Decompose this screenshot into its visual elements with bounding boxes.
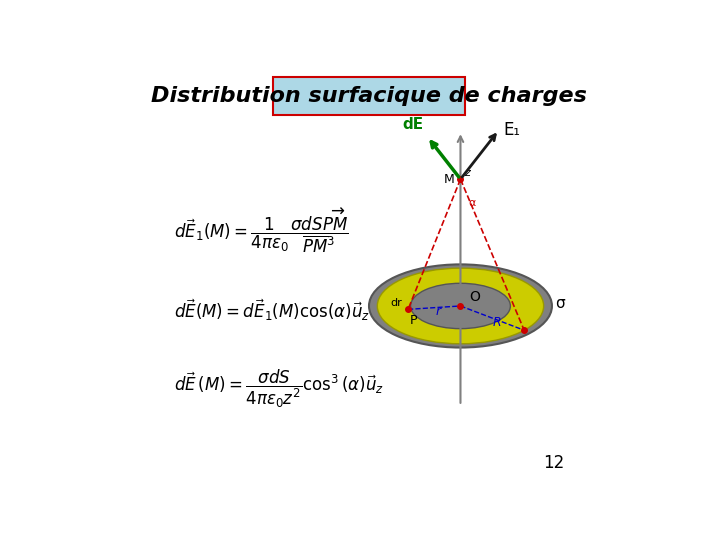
Text: E₁: E₁ xyxy=(503,121,520,139)
Ellipse shape xyxy=(410,284,510,329)
Ellipse shape xyxy=(377,268,544,344)
Text: dr: dr xyxy=(390,298,402,308)
Text: $d\vec{E}\,(M) = \dfrac{\sigma dS}{4\pi\varepsilon_0 z^2}\cos^3(\alpha)\vec{u}_z: $d\vec{E}\,(M) = \dfrac{\sigma dS}{4\pi\… xyxy=(174,368,384,410)
Text: z: z xyxy=(464,168,469,178)
Text: α: α xyxy=(468,198,475,208)
Text: dE: dE xyxy=(402,117,423,132)
Text: M: M xyxy=(444,173,454,186)
Text: O: O xyxy=(469,290,480,304)
Text: $d\vec{E}_1(M) = \dfrac{1}{4\pi\varepsilon_0}\dfrac{\sigma dS\overrightarrow{PM}: $d\vec{E}_1(M) = \dfrac{1}{4\pi\varepsil… xyxy=(174,207,348,255)
Text: R: R xyxy=(492,315,501,329)
Ellipse shape xyxy=(369,265,552,348)
Text: r: r xyxy=(436,305,441,318)
Text: σ: σ xyxy=(555,296,565,312)
Text: $d\vec{E}(M) = d\vec{E}_1(M)\cos(\alpha)\vec{u}_z$: $d\vec{E}(M) = d\vec{E}_1(M)\cos(\alpha)… xyxy=(174,298,370,323)
Text: 12: 12 xyxy=(543,454,564,472)
Text: P: P xyxy=(410,314,418,327)
